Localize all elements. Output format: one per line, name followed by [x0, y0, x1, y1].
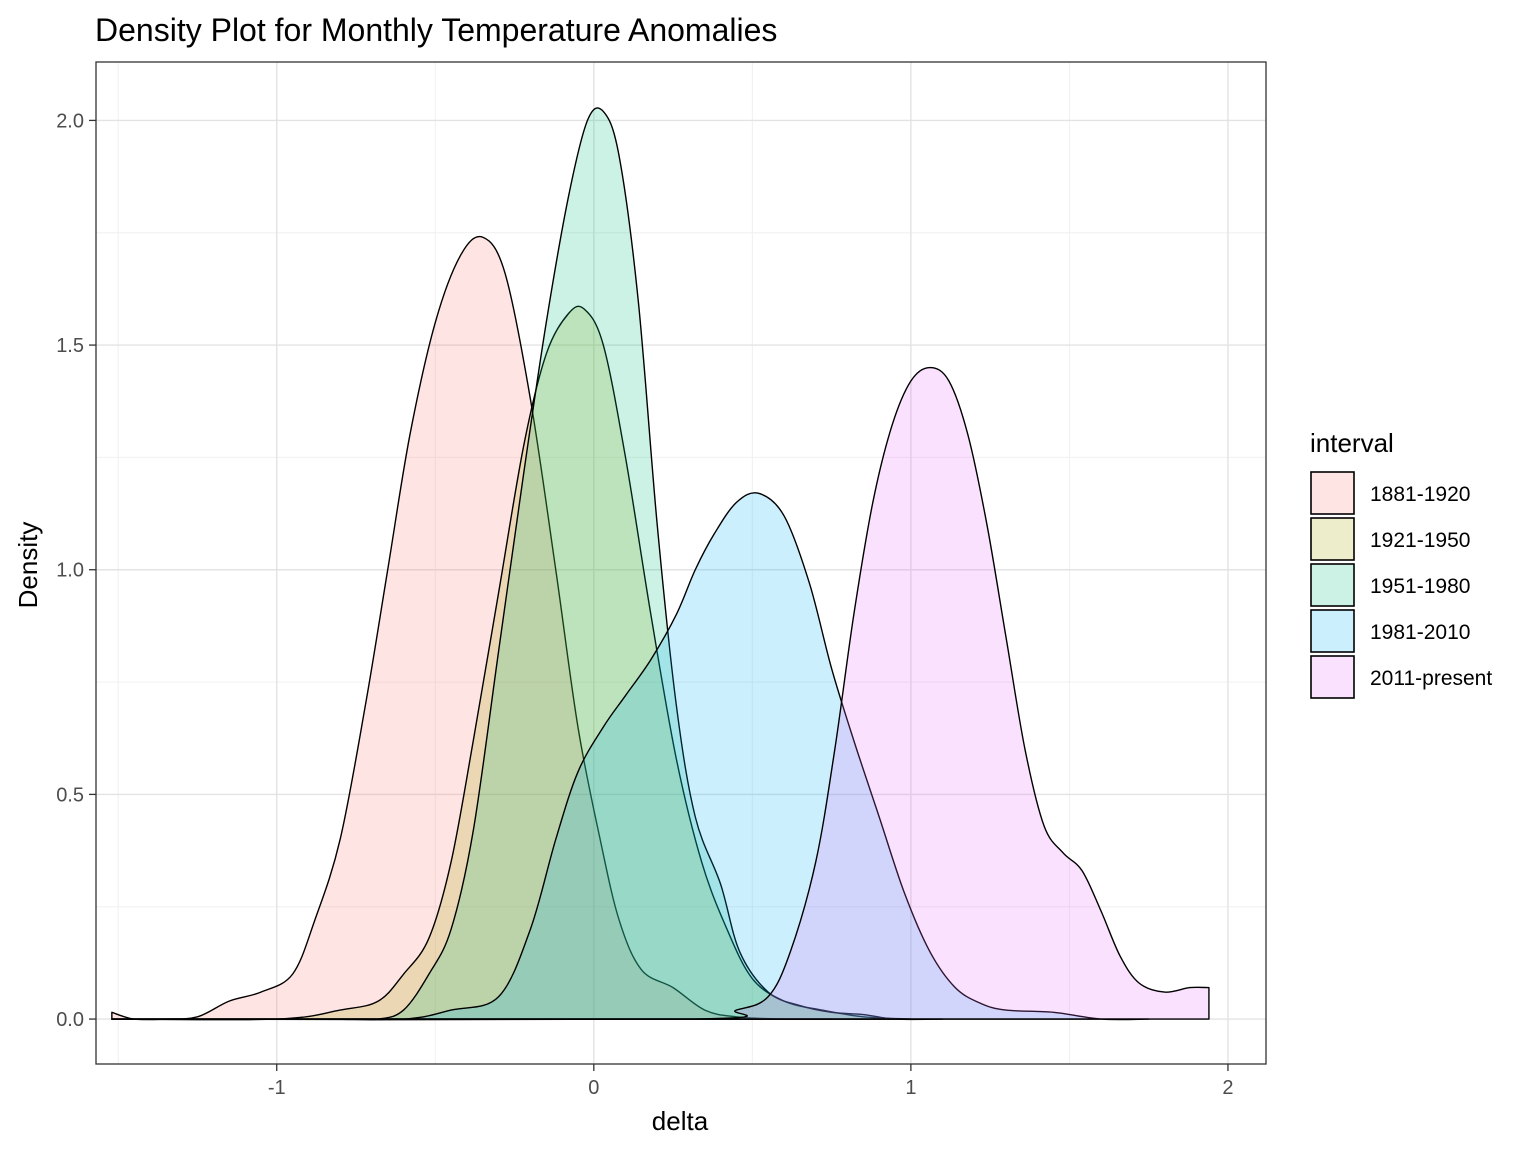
legend-label: 1981-2010 [1370, 621, 1470, 644]
plot-panel-border [95, 61, 1267, 1065]
density-area-1921-1950 [111, 305, 912, 1021]
legend-label: 2011-present [1370, 667, 1492, 690]
y-tick-label: 1.0 [56, 560, 84, 582]
x-tick-label: 1 [905, 1077, 916, 1099]
density-areas [111, 107, 1210, 1021]
density-area-1951-1980 [111, 107, 944, 1021]
y-tick-label: 1.5 [56, 335, 84, 357]
y-tick-label: 0.5 [56, 784, 84, 806]
legend-key-background [1311, 610, 1354, 652]
density-area-2011-present [111, 366, 1210, 1021]
x-tick-label: 2 [1222, 1077, 1233, 1099]
legend-label: 1951-1980 [1370, 575, 1470, 598]
x-axis-title: delta [652, 1106, 709, 1136]
legend-key [1310, 517, 1355, 561]
y-tick-label: 0.0 [56, 1009, 84, 1031]
legend-label: 1881-1920 [1370, 483, 1470, 506]
legend-key-background [1311, 472, 1354, 514]
legend: interval 1881-1920 1921-1950 1951-1980 1981… [1310, 428, 1492, 699]
chart-title: Density Plot for Monthly Temperature Ano… [95, 12, 777, 48]
plot-panel [96, 62, 1266, 1064]
y-axis-title: Density [13, 522, 43, 609]
panel-background [96, 62, 1266, 1064]
x-axis: -1 0 1 2 [268, 1064, 1234, 1099]
x-tick-label: 0 [588, 1077, 599, 1099]
x-tick-label: -1 [268, 1077, 286, 1099]
legend-key [1310, 609, 1355, 653]
legend-title: interval [1310, 428, 1394, 458]
legend-key [1310, 563, 1355, 607]
legend-label: 1921-1950 [1370, 529, 1470, 552]
legend-key [1310, 655, 1355, 699]
y-tick-label: 2.0 [56, 110, 84, 132]
legend-key-background [1311, 564, 1354, 606]
y-axis: 0.0 0.5 1.0 1.5 2.0 [56, 110, 96, 1031]
legend-key-background [1311, 518, 1354, 560]
legend-key-background [1311, 656, 1354, 698]
density-area-1881-1920 [111, 235, 833, 1021]
legend-key [1310, 471, 1355, 515]
density-area-1981-2010 [111, 492, 1150, 1021]
